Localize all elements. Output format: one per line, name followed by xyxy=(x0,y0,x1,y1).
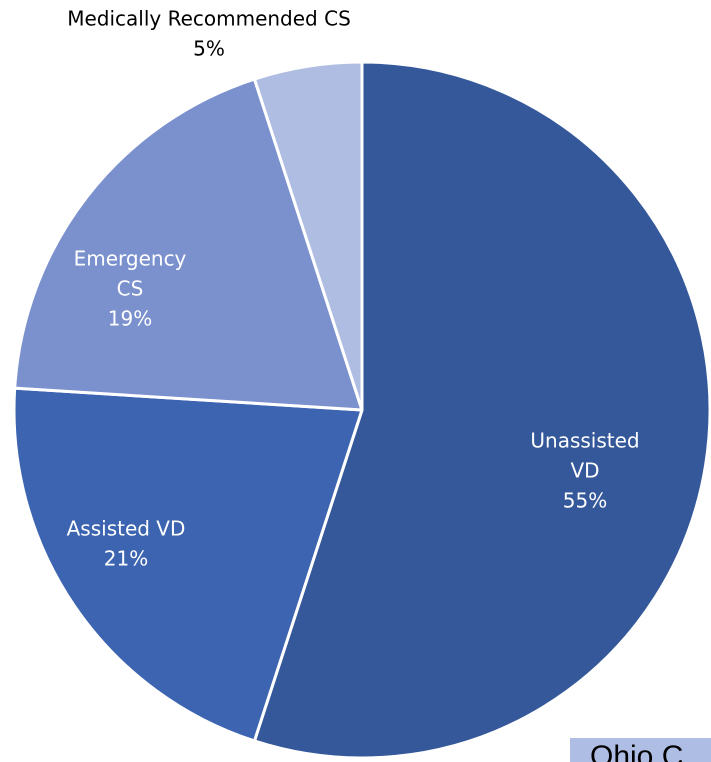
pie-slice-label-line: Medically Recommended CS xyxy=(67,7,351,31)
pie-slice-3 xyxy=(252,60,364,412)
pie-slice-percent: 55% xyxy=(563,489,607,513)
pie-slice-label-line: VD xyxy=(570,459,599,483)
corner-tag: Ohio C xyxy=(570,738,711,762)
pie-slice-2 xyxy=(13,77,364,412)
pie-slice-0 xyxy=(252,60,711,760)
pie-slice-label-line: Assisted VD xyxy=(67,517,186,541)
pie-slice-percent: 19% xyxy=(108,307,152,331)
pie-labels: Unassisted VD 55% Assisted VD 21% Emergency CS… xyxy=(67,7,640,571)
pie-slice-label-line: CS xyxy=(117,277,144,301)
pie-slice-label-0: Unassisted VD 55% xyxy=(530,429,639,513)
pie-slice-percent: 21% xyxy=(104,547,148,571)
corner-tag-text: Ohio C xyxy=(590,740,684,762)
pie-slice-label-3: Medically Recommended CS 5% xyxy=(67,7,351,61)
pie-slices xyxy=(12,60,711,760)
pie-slice-1 xyxy=(12,386,364,743)
pie-slice-label-2: Emergency CS 19% xyxy=(74,247,187,331)
pie-slice-label-line: Emergency xyxy=(74,247,187,271)
pie-slice-percent: 5% xyxy=(193,37,225,61)
pie-slice-label-1: Assisted VD 21% xyxy=(67,517,186,571)
pie-slice-label-line: Unassisted xyxy=(530,429,639,453)
